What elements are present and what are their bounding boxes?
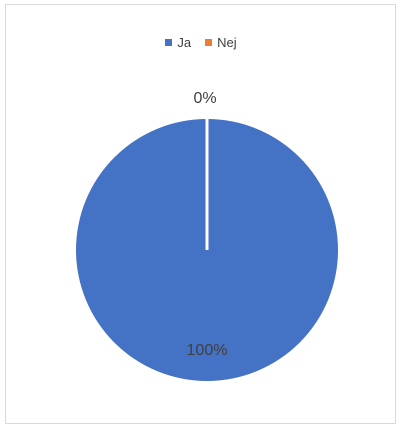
legend-label-ja: Ja <box>177 35 192 50</box>
legend-swatch-ja <box>165 39 173 46</box>
chart-legend: Ja Nej <box>0 35 402 50</box>
legend-label-nej: Nej <box>217 35 237 50</box>
data-label-ja: 100% <box>187 342 228 359</box>
legend-item-ja: Ja <box>165 35 191 50</box>
legend-item-nej: Nej <box>205 35 237 50</box>
legend-swatch-nej <box>205 39 213 46</box>
data-label-nej: 0% <box>193 90 216 107</box>
